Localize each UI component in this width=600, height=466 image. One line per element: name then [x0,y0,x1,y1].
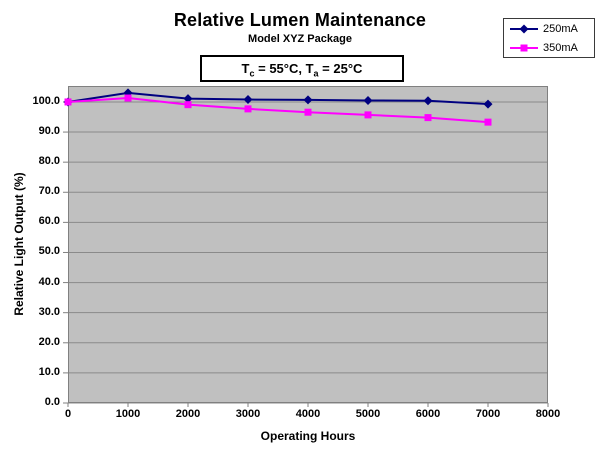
series-line [67,91,489,106]
diamond-marker-icon [483,99,493,109]
legend-item-250mA: 250mA [509,19,594,38]
square-marker-icon [484,118,492,126]
diamond-marker-icon [303,95,313,105]
annotation-text: = 55°C, T [254,61,314,76]
line-square-marker-icon [510,44,538,51]
chart-subtitle: Model XYZ Package [248,33,352,45]
plot-area [63,86,549,407]
y-tick-label: 10.0 [38,365,60,378]
y-tick-label: 80.0 [38,155,60,168]
x-tick-label: 6000 [415,408,441,420]
diamond-marker-icon [519,24,529,33]
x-tick-label: 2000 [175,408,201,420]
legend-label: 350mA [543,41,578,54]
annotation-subscript-c: c [249,68,255,79]
diamond-marker-icon [363,95,373,105]
x-axis-title: Operating Hours [260,429,356,443]
legend-item-350mA: 350mA [509,38,594,57]
square-marker-icon [520,44,528,51]
diamond-marker-icon [183,94,193,104]
x-tick-label: 3000 [235,408,261,420]
square-marker-icon [124,94,132,102]
x-tick-label: 8000 [535,408,561,420]
line-diamond-marker-icon [510,24,538,33]
square-marker-icon [364,111,372,119]
temperature-annotation-box: Tc = 55°C, Ta = 25°C [200,55,404,82]
square-marker-icon [184,101,192,109]
y-tick-label: 90.0 [38,125,60,138]
y-tick-label: 0.0 [44,396,60,408]
square-marker-icon [424,114,432,122]
plot-border [68,86,548,403]
legend-label: 250mA [543,22,578,35]
square-marker-icon [304,108,312,116]
y-tick-label: 20.0 [38,335,60,348]
y-tick-label: 60.0 [38,215,60,228]
diamond-marker-icon [423,96,433,106]
chart-title: Relative Lumen Maintenance [173,10,427,30]
x-tick-label: 5000 [355,408,381,420]
annotation-text: = 25°C [318,61,363,76]
annotation-subscript-a: a [313,68,319,79]
x-tick-label: 4000 [295,408,321,420]
y-tick-label: 50.0 [38,245,60,258]
plot-svg [63,86,549,407]
annotation-text: T [241,61,250,76]
x-tick-label: 0 [64,408,72,420]
series-line [67,97,489,124]
y-tick-label: 30.0 [38,305,60,318]
square-marker-icon [244,105,252,113]
y-tick-label: 100.0 [32,94,60,107]
y-axis-title: Relative Light Output (%) [12,172,26,316]
square-marker-icon [64,98,72,106]
x-tick-label: 1000 [115,408,141,420]
series-350mA [64,94,492,126]
diamond-marker-icon [243,95,253,105]
y-tick-label: 40.0 [38,275,60,288]
legend: 250mA 350mA [503,18,595,58]
x-tick-label: 7000 [475,408,501,420]
y-tick-label: 70.0 [38,185,60,198]
